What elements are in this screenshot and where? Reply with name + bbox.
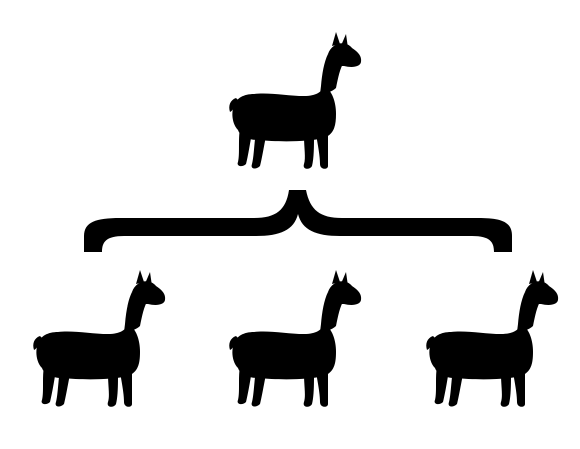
curly-brace-connector	[84, 190, 512, 252]
child-llama-icon-right	[426, 270, 559, 407]
child-llama-icon-center	[229, 270, 362, 407]
child-llama-icon-left	[33, 270, 166, 407]
root-llama-icon	[229, 32, 362, 169]
